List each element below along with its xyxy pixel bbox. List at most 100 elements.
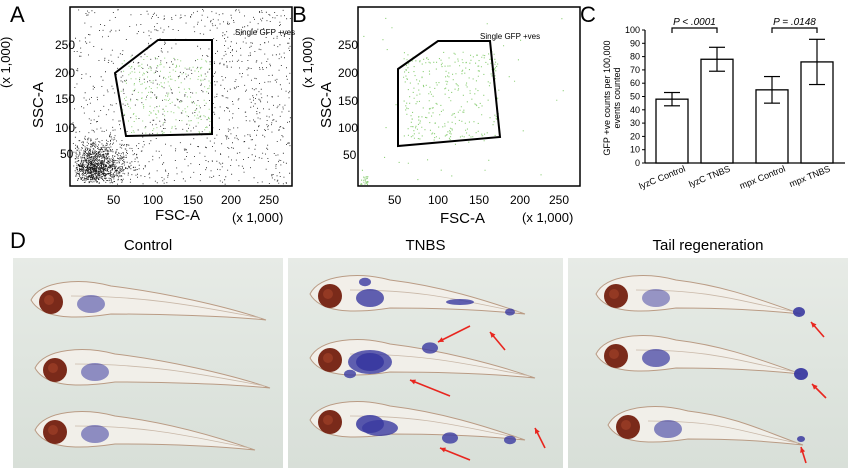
panel-a-x-tick: 200 [221, 193, 242, 207]
larva [607, 406, 807, 464]
larva [595, 275, 825, 338]
staining-spot [793, 307, 805, 317]
y-tick-label: 10 [630, 145, 640, 155]
panel-b-y-tick: 200 [338, 66, 359, 80]
arrowhead [811, 322, 817, 328]
panel-b-gate [397, 40, 502, 148]
event-dots [72, 9, 291, 185]
arrowhead [410, 379, 416, 385]
larva [309, 401, 546, 461]
y-tick-label: 60 [630, 78, 640, 88]
panel-b-y-axis-title: SSC-A [318, 82, 335, 128]
panel-a-letter: A [10, 2, 25, 27]
larvae-image [595, 275, 827, 464]
staining-spot [505, 308, 515, 316]
category-label: lyzC Control [638, 164, 687, 192]
arrow [409, 379, 451, 397]
staining-spot [422, 342, 438, 354]
panel-b-y-tick: 250 [338, 38, 359, 52]
category-label: mpx TNBS [788, 164, 832, 190]
panel-a-x-axis-title: FSC-A [155, 207, 200, 224]
panel-b-x-tick: 50 [388, 193, 402, 207]
y-tick-label: 100 [625, 25, 640, 35]
y-tick-label: 90 [630, 38, 640, 48]
panel-a-x-tick: 100 [143, 193, 164, 207]
panel-b-x-tick: 200 [510, 193, 531, 207]
panel-b-x-tick: 150 [469, 193, 490, 207]
photo-label-tnbs: TNBS [405, 237, 446, 254]
photo-tail-regeneration [568, 258, 848, 468]
panel-c-y-axis-label-line: GFP +ve counts per 100,000 [602, 40, 612, 156]
y-tick-label: 20 [630, 131, 640, 141]
larva [595, 335, 827, 399]
larvae-image [30, 281, 271, 451]
panel-b-gate-label: Single GFP +ves [480, 32, 541, 41]
y-tick-label: 50 [630, 92, 640, 102]
panel-b-x-axis-unit: (x 1,000) [522, 210, 574, 225]
larvae-image [309, 275, 546, 461]
panel-a-gate-label: Single GFP +ves [235, 28, 296, 37]
panel-b-x-axis-title: FSC-A [440, 210, 485, 227]
panel-d-letter: D [10, 228, 26, 253]
larva [30, 281, 267, 321]
staining-spot [794, 368, 808, 380]
arrowhead [812, 384, 818, 390]
bar [655, 98, 689, 164]
larva [309, 275, 526, 351]
significance-label: P = .0148 [773, 17, 816, 28]
panel-a-y-tick: 100 [55, 121, 76, 135]
panel-a-x-tick: 250 [259, 193, 280, 207]
panel-a-scatter [69, 6, 293, 187]
arrowhead [535, 428, 540, 434]
gfp-event-dots [360, 17, 564, 186]
staining-spot [359, 277, 371, 287]
larva [34, 411, 256, 451]
panel-a-x-tick: 50 [107, 193, 121, 207]
y-tick-label: 80 [630, 52, 640, 62]
photo-control [13, 258, 283, 468]
photo-label-tail-regeneration: Tail regeneration [652, 237, 764, 254]
significance-label: P < .0001 [673, 17, 716, 28]
bar [700, 58, 734, 164]
arrowhead [438, 337, 444, 342]
staining-spot [504, 435, 516, 445]
staining-spot [797, 436, 805, 442]
staining-spot [362, 420, 398, 436]
y-tick-label: 0 [635, 158, 640, 168]
panel-b-y-tick: 100 [338, 121, 359, 135]
staining-spot [442, 432, 458, 444]
category-label: mpx Control [738, 164, 787, 191]
panel-a-x-axis-unit: (x 1,000) [232, 210, 284, 225]
panel-a-y-tick: 200 [55, 66, 76, 80]
arrowhead [800, 447, 806, 453]
larva [309, 325, 536, 397]
category-label: lyzC TNBS [687, 164, 731, 190]
arrowhead [440, 447, 446, 453]
y-tick-label: 70 [630, 65, 640, 75]
panel-a-y-axis-title: SSC-A [30, 82, 47, 128]
significance-bracket [771, 27, 818, 33]
panel-b-y-tick: 150 [338, 94, 359, 108]
panel-a-y-tick: 150 [55, 92, 76, 106]
arrow [437, 325, 471, 343]
staining-spot [344, 369, 356, 379]
panel-b-y-tick: 50 [343, 148, 357, 162]
larva [34, 349, 271, 389]
y-tick-label: 30 [630, 118, 640, 128]
panel-a-x-tick: 150 [183, 193, 204, 207]
panel-a-y-axis-unit: (x 1,000) [0, 36, 13, 88]
y-tick-label: 40 [630, 105, 640, 115]
staining-spot [446, 299, 474, 305]
panel-a-y-tick: 50 [60, 147, 74, 161]
arrowhead [490, 332, 496, 338]
panel-b-scatter [357, 6, 581, 187]
panel-a-y-tick: 250 [55, 38, 76, 52]
photo-tnbs [288, 258, 563, 468]
staining-spot [348, 350, 392, 374]
panel-b-letter: B [292, 2, 307, 27]
panel-a-gate [113, 39, 213, 138]
panel-b-x-tick: 250 [549, 193, 570, 207]
significance-bracket [671, 27, 718, 33]
photo-label-control: Control [123, 237, 173, 254]
bar [755, 89, 789, 164]
